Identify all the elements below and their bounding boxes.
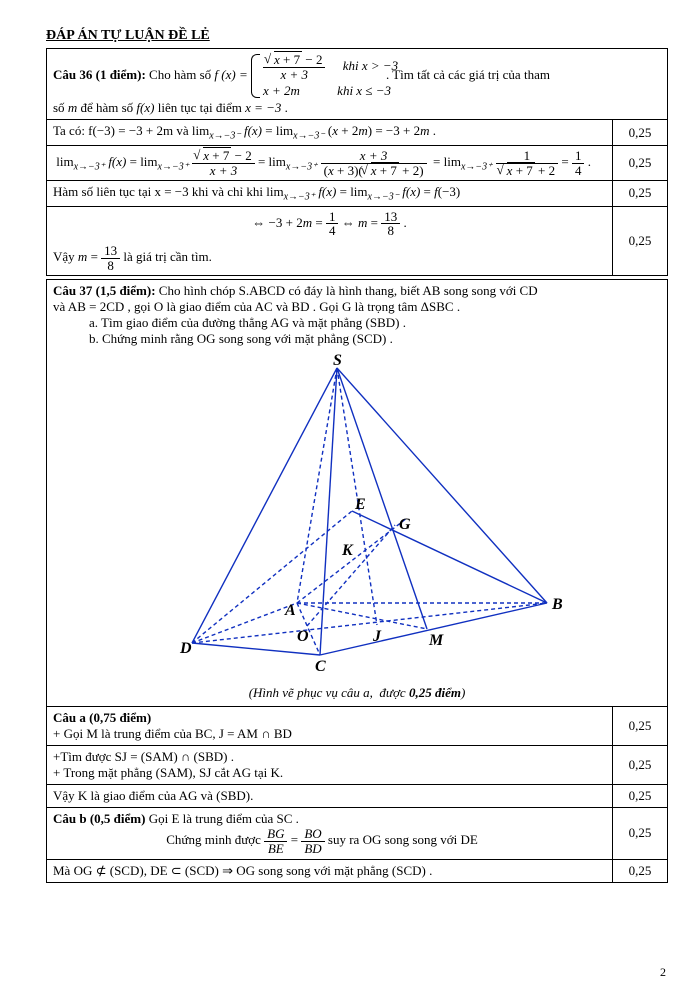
lbl-O: O (297, 628, 309, 645)
table-row: Câu b (0,5 điểm) Gọi E là trung điểm của… (47, 808, 668, 859)
lbl-G: G (399, 516, 411, 533)
score: 0,25 (613, 808, 668, 859)
lbl-K: K (341, 542, 354, 559)
q37-head: Câu 37 (1,5 điểm): Cho hình chóp S.ABCD … (47, 280, 668, 707)
rb1a: Gọi E là trung điểm của SC . (145, 811, 298, 826)
score: 0,25 (613, 181, 668, 207)
ra1: + Gọi M là trung điểm của BC, J = AM ∩ B… (53, 726, 292, 741)
lbl-A: A (284, 602, 296, 619)
cau-b: Câu b (0,5 điểm) (53, 811, 145, 826)
r5b: là giá trị cần tìm. (123, 249, 211, 264)
score: 0,25 (613, 145, 668, 180)
lbl-D: D (179, 640, 192, 657)
ra2a: +Tìm được SJ = (SAM) ∩ (SBD) . (53, 749, 234, 764)
q36-head: Câu 36 (1 điểm): Cho hàm số f (x) = x + … (47, 49, 668, 120)
page-number: 2 (660, 965, 666, 980)
table-row: ⇔ −3 + 2m = 14 ⇔ m = 138 . Vậy m = 138 l… (47, 206, 668, 276)
q37-label: Câu 37 (1,5 điểm): (53, 283, 156, 298)
table-row: +Tìm được SJ = (SAM) ∩ (SBD) . + Trong m… (47, 746, 668, 785)
dot: . (433, 123, 436, 138)
figure-caption: (Hình vẽ phục vụ câu a, được 0,25 điểm) (53, 683, 661, 703)
lbl-S: S (333, 353, 342, 369)
lbl-E: E (354, 496, 366, 513)
score: 0,25 (613, 206, 668, 276)
qa: a. Tìm giao điểm của đường thẳng AG và m… (53, 315, 661, 331)
r1: Ta có: f(−3) = −3 + 2m và (53, 123, 192, 138)
pyramid-figure: S D C B A O M J E G K (147, 353, 567, 683)
table-row: Hàm số liên tục tại x = −3 khi và chỉ kh… (47, 181, 668, 207)
table-row: Câu a (0,75 điểm) + Gọi M là trung điểm … (47, 707, 668, 746)
q36-table: Câu 36 (1 điểm): Cho hàm số f (x) = x + … (46, 48, 668, 276)
page-title: ĐÁP ÁN TỰ LUẬN ĐỀ LẺ (46, 28, 668, 44)
cond2: khi x ≤ −3 (337, 83, 377, 99)
table-row: Ta có: f(−3) = −3 + 2m và limx→−3⁻ f(x) … (47, 120, 668, 146)
rb1c: suy ra OG song song với DE (328, 832, 478, 847)
l2d: f(x) (136, 100, 154, 115)
score: 0,25 (613, 785, 668, 808)
lbl-C: C (315, 658, 326, 675)
l2f: x = −3 (245, 100, 281, 115)
score: 0,25 (613, 120, 668, 146)
score: 0,25 (613, 859, 668, 882)
l2: và AB = 2CD , gọi O là giao điểm của AC … (53, 299, 460, 314)
q37-table: Câu 37 (1,5 điểm): Cho hình chóp S.ABCD … (46, 279, 668, 882)
l2e: liên tục tại điểm (154, 100, 245, 115)
lbl-M: M (428, 632, 444, 649)
r3: Hàm số liên tục tại x = −3 khi và chỉ kh… (53, 184, 266, 199)
score: 0,25 (613, 746, 668, 785)
cau-a: Câu a (0,75 điểm) (53, 710, 151, 725)
cond1: khi x > −3 (343, 58, 383, 74)
table-row: Vậy K là giao điểm của AG và (SBD). 0,25 (47, 785, 668, 808)
l2a: số (53, 100, 68, 115)
table-row: Mà OG ⊄ (SCD), DE ⊂ (SCD) ⇒ OG song song… (47, 859, 668, 882)
q36-label: Câu 36 (1 điểm): (53, 67, 146, 82)
ra2b: + Trong mặt phẳng (SAM), SJ cắt AG tại K… (53, 765, 283, 780)
l2b: m (68, 100, 77, 115)
qb: b. Chứng minh rằng OG song song với mặt … (53, 331, 661, 347)
lbl-B: B (551, 596, 563, 613)
t: Cho hình chóp S.ABCD có đáy là hình than… (156, 283, 538, 298)
t: Cho hàm số (146, 67, 215, 82)
table-row: limx→−3⁺ f(x) = limx→−3⁺ x + 7 − 2x + 3 … (47, 145, 668, 180)
tail: . Tìm tất cả các giá trị của tham (386, 67, 550, 82)
dot: . (403, 215, 406, 230)
ra3: Vậy K là giao điểm của AG và (SBD). (53, 788, 253, 803)
r5a: Vậy (53, 249, 78, 264)
fx: f (x) = (214, 67, 247, 82)
score: 0,25 (613, 707, 668, 746)
lbl-J: J (372, 628, 382, 645)
l2c: để hàm số (77, 100, 136, 115)
piecewise: x + 7 − 2x + 3 khi x > −3 x + 2m khi x ≤… (251, 52, 383, 100)
case2: x + 2m (263, 83, 300, 98)
rb1b: Chứng minh được (166, 832, 264, 847)
rb2: Mà OG ⊄ (SCD), DE ⊂ (SCD) ⇒ OG song song… (53, 863, 432, 878)
